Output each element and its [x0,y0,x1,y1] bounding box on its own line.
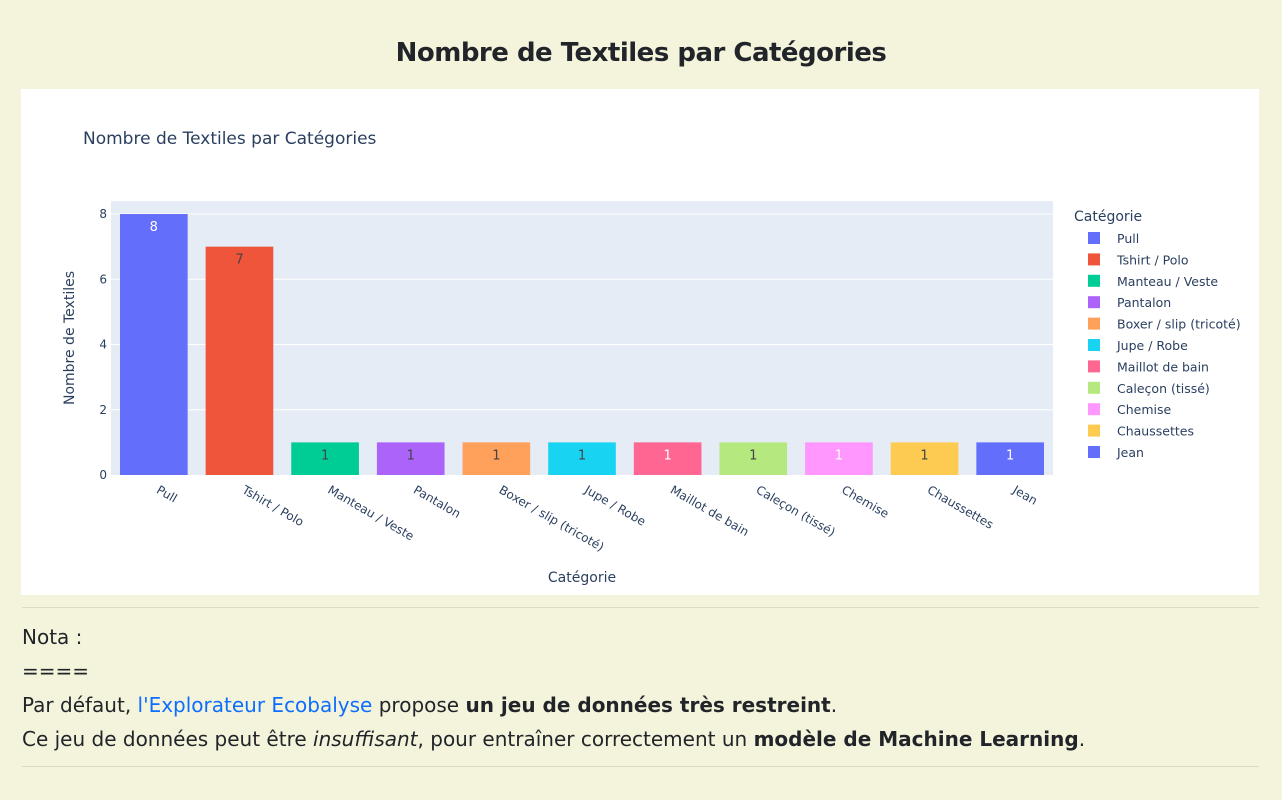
notes-line-1-prefix: Par défaut, [22,693,138,717]
bar-value-label: 1 [321,448,329,463]
y-tick-label: 2 [99,403,107,417]
y-tick-label: 4 [99,338,107,352]
bar [376,442,445,475]
y-tick-label: 6 [99,272,107,286]
bar [719,442,788,475]
y-tick-label: 8 [99,207,107,221]
x-tick-label: Manteau / Veste [325,483,416,544]
legend-item-label: Manteau / Veste [1117,274,1218,289]
bar-value-label: 1 [1006,448,1014,463]
notes-line-2: Ce jeu de données peut être insuffisant,… [22,722,1259,756]
legend-item-label: Tshirt / Polo [1116,252,1189,267]
bar-value-label: 1 [835,448,843,463]
notes-line-2-prefix: Ce jeu de données peut être [22,727,314,751]
notes-heading: Nota : [22,625,83,649]
x-tick-label: Caleçon (tissé) [754,483,838,540]
legend-title: Catégorie [1074,209,1142,225]
legend-swatch [1088,296,1100,309]
x-tick-label: Pantalon [411,483,463,521]
y-axis-title: Nombre de Textiles [62,271,78,405]
legend-item-label: Maillot de bain [1117,359,1209,374]
legend-swatch [1088,317,1100,330]
notes-line-2-italic: insuffisant [313,727,418,751]
x-tick-label: Jean [1010,482,1040,508]
legend-swatch [1088,274,1100,287]
legend-item-label: Jean [1116,445,1144,460]
x-tick-label: Pull [154,483,179,506]
bar [976,442,1045,475]
bar [805,442,873,475]
legend-swatch [1088,360,1100,373]
legend-swatch [1088,253,1100,266]
notes-line-2-middle: , pour entraîner correctement un [417,727,754,751]
bar [890,442,959,475]
bar-value-label: 1 [749,448,757,463]
legend-item-label: Pantalon [1117,295,1171,310]
bar-value-label: 8 [150,220,158,235]
notes-line-2-suffix: . [1078,727,1086,751]
notes-rule: ==== [22,659,90,683]
notes-line-1-suffix: . [830,693,838,717]
notes-line-1: Par défaut, l'Explorateur Ecobalyse prop… [22,688,1259,722]
chart-card: 0 2 4 6 8 8 Pull 7 Tshirt / Polo 1 Manteau / Veste… [21,89,1259,595]
legend-swatch [1088,446,1100,458]
notes-line-2-bold: modèle de Machine Learning [753,727,1079,751]
legend-swatch [1088,403,1100,416]
y-tick-label: 0 [99,468,107,482]
x-tick-label: Maillot de bain [668,483,751,539]
bar [291,442,359,475]
bar-value-label: 1 [663,448,671,463]
bar-value-label: 1 [920,448,928,463]
bar [462,442,531,475]
chart-title: Nombre de Textiles par Catégories [83,129,377,149]
x-tick-label: Chaussettes [925,483,996,532]
notes-line-1-middle: propose [372,693,466,717]
legend-item-label: Jupe / Robe [1116,338,1188,353]
bar-chart: 0 2 4 6 8 8 Pull 7 Tshirt / Polo 1 Manteau / Veste… [62,129,1241,586]
legend-item-label: Caleçon (tissé) [1117,381,1210,396]
notes-section: Nota : ==== Par défaut, l'Explorateur Ec… [22,607,1259,767]
notes-line-1-bold: un jeu de données très restreint [465,693,831,717]
x-tick-label: Tshirt / Polo [239,482,306,529]
legend-swatch [1088,339,1100,351]
x-tick-label: Chemise [839,483,891,521]
explorateur-ecobalyse-link[interactable]: l'Explorateur Ecobalyse [137,693,373,717]
legend-item-label: Pull [1117,231,1139,246]
bar [205,246,274,475]
bar [119,214,188,476]
legend-item-label: Chemise [1117,402,1172,417]
bar [633,442,702,475]
page-title: Nombre de Textiles par Catégories [395,38,887,68]
bar-value-label: 1 [407,448,415,463]
legend-swatch [1088,232,1100,244]
bar [548,442,616,475]
x-axis-title: Catégorie [548,570,616,586]
legend-swatch [1088,424,1100,437]
bar-value-label: 1 [492,448,500,463]
bar-value-label: 7 [235,253,243,268]
x-tick-label: Jupe / Robe [581,482,648,529]
legend-item-label: Chaussettes [1117,424,1194,439]
legend-swatch [1088,381,1100,394]
bar-value-label: 1 [578,448,586,463]
legend-item-label: Boxer / slip (tricoté) [1117,317,1241,332]
